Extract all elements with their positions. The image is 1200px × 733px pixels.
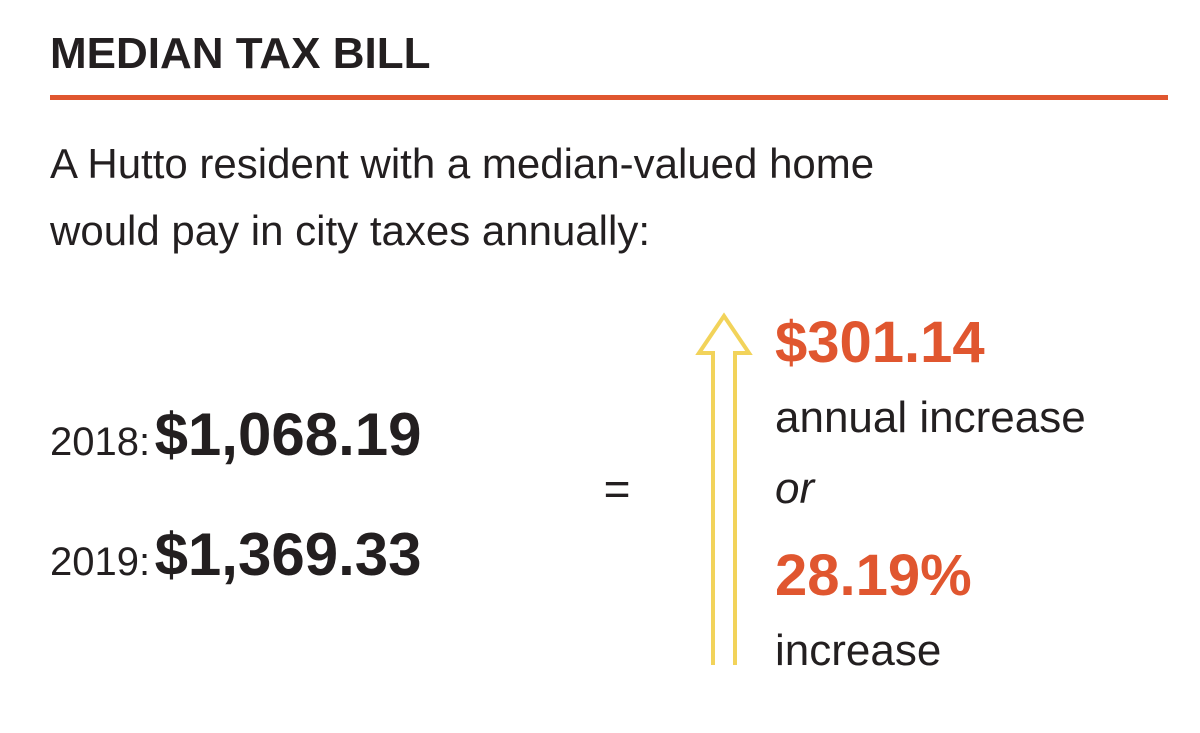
- increase-arrow: [695, 312, 753, 665]
- bill-row: 2019: $1,369.33: [50, 521, 422, 588]
- percent-caption: increase: [775, 626, 941, 675]
- bill-year: 2018:: [50, 420, 150, 464]
- increase-amount: $301.14: [775, 310, 985, 375]
- increase-percent: 28.19%: [775, 543, 972, 608]
- increase-caption: annual increase: [775, 393, 1086, 442]
- description-line: would pay in city taxes annually:: [49, 207, 650, 254]
- bill-amount: $1,068.19: [155, 401, 422, 468]
- connector: or: [775, 464, 816, 513]
- bill-year: 2019:: [50, 540, 150, 584]
- description-line: A Hutto resident with a median-valued ho…: [50, 140, 874, 187]
- title: MEDIAN TAX BILL: [50, 29, 431, 78]
- equals-sign: =: [604, 463, 631, 515]
- title-rule: [50, 95, 1168, 100]
- bill-amount: $1,369.33: [155, 521, 422, 588]
- bill-row: 2018: $1,068.19: [50, 401, 422, 468]
